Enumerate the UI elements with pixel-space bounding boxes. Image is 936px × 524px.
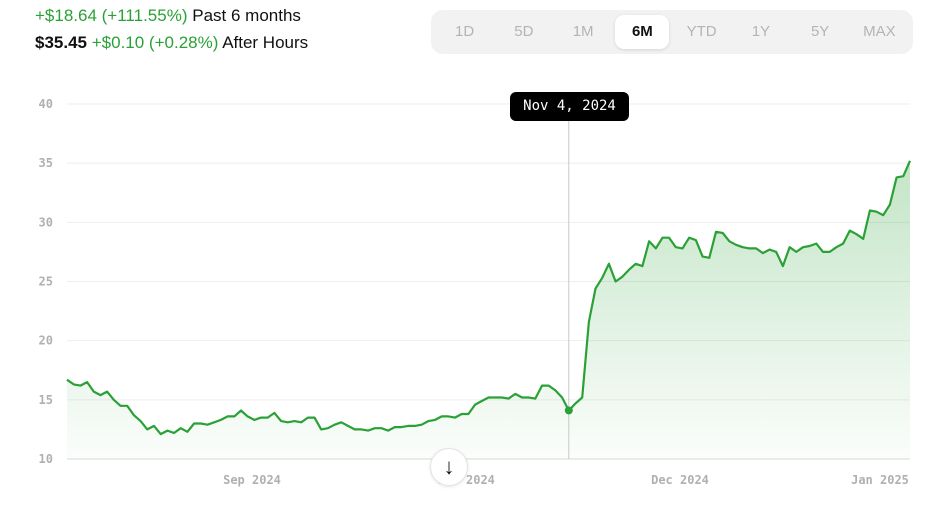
range-1y[interactable]: 1Y	[751, 23, 771, 40]
y-tick-label: 15	[39, 393, 53, 407]
range-1d[interactable]: 1D	[455, 23, 475, 40]
highlight-point	[564, 406, 573, 415]
area-fill	[67, 160, 910, 460]
y-tick-label: 10	[39, 452, 53, 466]
arrow-down-icon: ↓	[443, 454, 455, 479]
period-label: Past 6 months	[192, 6, 301, 25]
y-tick-label: 30	[39, 215, 53, 229]
x-tick-label: Jan 2025	[851, 473, 909, 487]
x-tick-label: Dec 2024	[651, 473, 709, 487]
after-hours-change: +$0.10 (+0.28%)	[91, 33, 219, 52]
y-tick-label: 25	[39, 275, 53, 289]
range-max[interactable]: MAX	[863, 23, 896, 40]
change-value: +$18.64 (+111.55%)	[35, 6, 188, 25]
scroll-down-button[interactable]: ↓	[430, 448, 468, 486]
range-selector: 1D 5D 1M 6M YTD 1Y 5Y MAX	[431, 10, 913, 54]
after-hours: $35.45 +$0.10 (+0.28%) After Hours	[35, 33, 308, 53]
after-hours-label: After Hours	[222, 33, 309, 52]
y-tick-label: 35	[39, 156, 53, 170]
range-ytd[interactable]: YTD	[686, 23, 717, 40]
range-5y[interactable]: 5Y	[810, 23, 830, 40]
y-tick-label: 40	[39, 97, 53, 111]
price-line	[66, 160, 912, 436]
price: $35.45	[35, 33, 87, 52]
period-change: +$18.64 (+111.55%) Past 6 months	[35, 6, 301, 26]
range-1m[interactable]: 1M	[572, 23, 594, 40]
x-tick-label: Sep 2024	[223, 473, 281, 487]
range-5d[interactable]: 5D	[514, 23, 534, 40]
range-6m[interactable]: 6M	[615, 15, 670, 49]
y-tick-label: 20	[39, 334, 53, 348]
date-tooltip: Nov 4, 2024	[510, 92, 629, 121]
